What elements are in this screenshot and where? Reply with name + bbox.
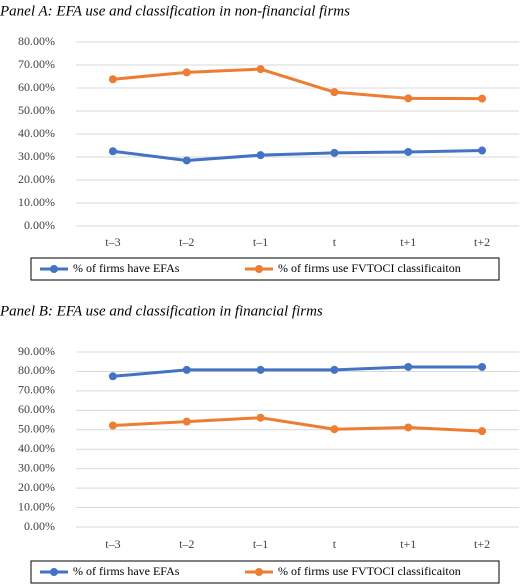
point — [182, 68, 191, 77]
y-tick-label: 0.00% — [24, 519, 55, 533]
x-tick-label: t — [333, 235, 337, 249]
point — [330, 365, 339, 374]
y-tick-label: 40.00% — [18, 441, 55, 455]
point — [330, 88, 339, 97]
point — [108, 372, 117, 381]
x-tick-label: t–3 — [105, 537, 120, 551]
point — [404, 423, 413, 432]
x-tick-label: t–2 — [179, 537, 194, 551]
y-tick-label: 0.00% — [24, 218, 55, 232]
point — [404, 147, 413, 156]
y-tick-label: 60.00% — [18, 80, 55, 94]
y-tick-label: 30.00% — [18, 460, 55, 474]
y-tick-label: 20.00% — [18, 480, 55, 494]
series-line — [112, 149, 483, 162]
legend-marker — [255, 265, 263, 273]
y-tick-label: 50.00% — [18, 103, 55, 117]
y-tick-label: 90.00% — [18, 344, 55, 358]
legend-label: % of firms use FVTOCI classificaiton — [278, 564, 461, 578]
y-tick-label: 70.00% — [18, 383, 55, 397]
point — [256, 365, 265, 374]
point — [404, 94, 413, 103]
x-tick-label: t+1 — [400, 235, 416, 249]
y-tick-label: 50.00% — [18, 422, 55, 436]
legend-box — [30, 257, 500, 281]
y-tick-label: 10.00% — [18, 195, 55, 209]
point — [182, 156, 191, 165]
point — [182, 365, 191, 374]
point — [478, 146, 487, 155]
point — [108, 147, 117, 156]
point — [108, 421, 117, 430]
x-tick-label: t–1 — [253, 537, 268, 551]
point — [256, 413, 265, 422]
point — [108, 75, 117, 84]
x-tick-label: t–3 — [105, 235, 120, 249]
x-tick-label: t+1 — [400, 537, 416, 551]
series-line — [112, 365, 483, 378]
legend-label: % of firms use FVTOCI classificaiton — [278, 261, 461, 275]
series-line — [112, 416, 483, 433]
point — [404, 362, 413, 371]
x-tick-label: t+2 — [474, 235, 490, 249]
point — [478, 362, 487, 371]
x-tick-label: t–1 — [253, 235, 268, 249]
y-tick-label: 60.00% — [18, 402, 55, 416]
legend-marker — [50, 265, 58, 273]
point — [330, 425, 339, 434]
y-tick-label: 40.00% — [18, 126, 55, 140]
x-tick-label: t–2 — [179, 235, 194, 249]
legend-box — [30, 560, 500, 584]
x-tick-label: t — [333, 537, 337, 551]
legend-marker — [50, 568, 58, 576]
y-tick-label: 30.00% — [18, 149, 55, 163]
y-tick-label: 10.00% — [18, 499, 55, 513]
point — [478, 427, 487, 436]
legend-marker — [255, 568, 263, 576]
y-tick-label: 70.00% — [18, 57, 55, 71]
y-tick-label: 20.00% — [18, 172, 55, 186]
y-tick-label: 80.00% — [18, 363, 55, 377]
point — [330, 148, 339, 157]
point — [256, 65, 265, 74]
chart-title: Panel B: EFA use and classification in f… — [0, 303, 323, 319]
point — [256, 151, 265, 160]
legend-label: % of firms have EFAs — [73, 261, 180, 275]
y-tick-label: 80.00% — [18, 34, 55, 48]
point — [478, 94, 487, 103]
x-tick-label: t+2 — [474, 537, 490, 551]
legend-label: % of firms have EFAs — [73, 564, 180, 578]
chart-title: Panel A: EFA use and classification in n… — [0, 3, 350, 19]
series-line — [112, 67, 483, 101]
point — [182, 417, 191, 426]
